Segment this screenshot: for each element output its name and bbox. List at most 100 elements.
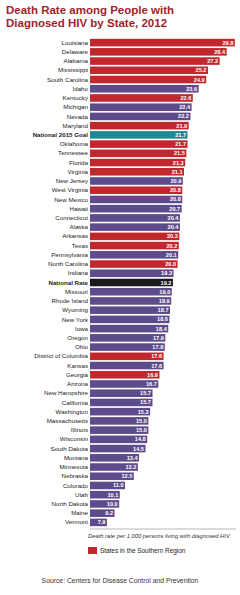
bar: [90, 85, 199, 93]
category-label: Colorado: [63, 482, 89, 489]
category-label: Hawaii: [69, 205, 88, 212]
bar: [90, 343, 165, 351]
bar: [90, 389, 152, 397]
data-label: 10.0: [107, 501, 118, 507]
legend-text: States in the Southern Region: [100, 547, 186, 555]
bar: [90, 426, 148, 434]
data-label: 18.6: [157, 316, 168, 322]
category-label: Kentucky: [63, 94, 89, 101]
data-label: 15.3: [138, 409, 149, 415]
data-label: 17.8: [152, 344, 163, 350]
data-label: 20.9: [170, 178, 181, 184]
category-label: Florida: [69, 159, 88, 166]
data-label: 19.0: [159, 289, 170, 295]
bar: [90, 251, 178, 259]
bar: [90, 168, 184, 176]
data-label: 21.1: [172, 169, 183, 175]
category-label: Arkansas: [62, 232, 88, 239]
category-label: National Rate: [48, 279, 88, 286]
data-label: 13.2: [125, 464, 136, 470]
data-label: 11.0: [113, 482, 124, 488]
x-axis-line: [90, 529, 236, 530]
data-label: 19.2: [161, 280, 172, 286]
category-label: South Carolina: [47, 76, 88, 83]
bar: [90, 94, 193, 102]
data-label: 10.1: [107, 492, 118, 498]
category-label: Michigan: [63, 103, 88, 110]
data-label: 12.5: [121, 473, 132, 479]
bar: [90, 140, 188, 148]
legend-swatch: [88, 547, 97, 554]
bar: [90, 408, 150, 416]
category-label: Kansas: [67, 362, 88, 369]
data-label: 7.9: [98, 519, 106, 525]
title: Death Rate among People with Diagnosed H…: [6, 4, 206, 30]
category-label: North Carolina: [48, 260, 88, 267]
bar: [90, 131, 188, 139]
bar: [90, 214, 180, 222]
bar: [90, 472, 134, 480]
data-label: 18.9: [159, 298, 170, 304]
category-label: California: [62, 399, 89, 406]
category-label: Mississippi: [58, 66, 88, 73]
chart: Louisiana29.8Delaware28.4Alabama27.2Miss…: [0, 0, 240, 595]
category-label: Oregon: [67, 334, 88, 341]
category-label: Alaska: [69, 223, 88, 230]
bar: [90, 242, 179, 250]
bar: [90, 76, 206, 84]
data-label: 18.7: [158, 307, 169, 313]
bar: [90, 454, 139, 462]
data-label: 21.5: [174, 150, 185, 156]
data-label: 20.3: [167, 233, 178, 239]
bar: [90, 196, 182, 204]
data-label: 13.4: [127, 455, 139, 461]
data-label: 22.4: [179, 104, 191, 110]
bar: [90, 334, 165, 342]
category-label: Vermont: [65, 518, 88, 525]
bar: [90, 113, 190, 121]
data-label: 24.9: [194, 77, 205, 83]
bar: [90, 371, 159, 379]
source-note: Source: Centers for Disease Control and …: [42, 577, 199, 584]
bar: [90, 491, 120, 499]
category-label: Nevada: [67, 113, 89, 120]
category-label: Missouri: [65, 288, 88, 295]
category-label: New Mexico: [54, 196, 88, 203]
bar: [90, 500, 119, 508]
bar: [90, 186, 182, 194]
bar: [90, 399, 152, 407]
category-label: National 2015 Goal: [33, 131, 89, 138]
bar: [90, 297, 171, 305]
data-label: 22.6: [180, 95, 191, 101]
data-label: 27.2: [207, 58, 218, 64]
bar: [90, 380, 158, 388]
bar: [90, 279, 173, 287]
data-label: 17.6: [151, 353, 162, 359]
data-label: 23.6: [186, 86, 197, 92]
category-label: Maine: [71, 509, 88, 516]
data-label: 15.7: [140, 399, 151, 405]
data-label: 20.1: [166, 252, 177, 258]
bars: [90, 39, 235, 526]
category-label: New York: [62, 316, 89, 323]
data-label: 29.8: [222, 40, 233, 46]
bar: [90, 177, 183, 185]
bar: [90, 57, 220, 65]
bar: [90, 205, 182, 213]
bar: [90, 306, 170, 314]
category-label: West Virginia: [52, 186, 89, 193]
bar: [90, 436, 147, 444]
x-axis-label: Death rate per 1,000 persons living with…: [88, 533, 231, 539]
category-label: New Jersey: [56, 177, 89, 184]
data-label: 22.2: [178, 113, 189, 119]
data-label: 16.9: [147, 372, 158, 378]
bar: [90, 482, 125, 490]
category-label: District of Columbia: [34, 352, 88, 359]
bar: [90, 48, 227, 56]
data-label: 17.9: [153, 335, 164, 341]
category-label: Illinois: [71, 426, 88, 433]
bar: [90, 353, 164, 361]
bar: [90, 159, 185, 167]
bar: [90, 223, 180, 231]
data-label: 15.7: [140, 390, 151, 396]
